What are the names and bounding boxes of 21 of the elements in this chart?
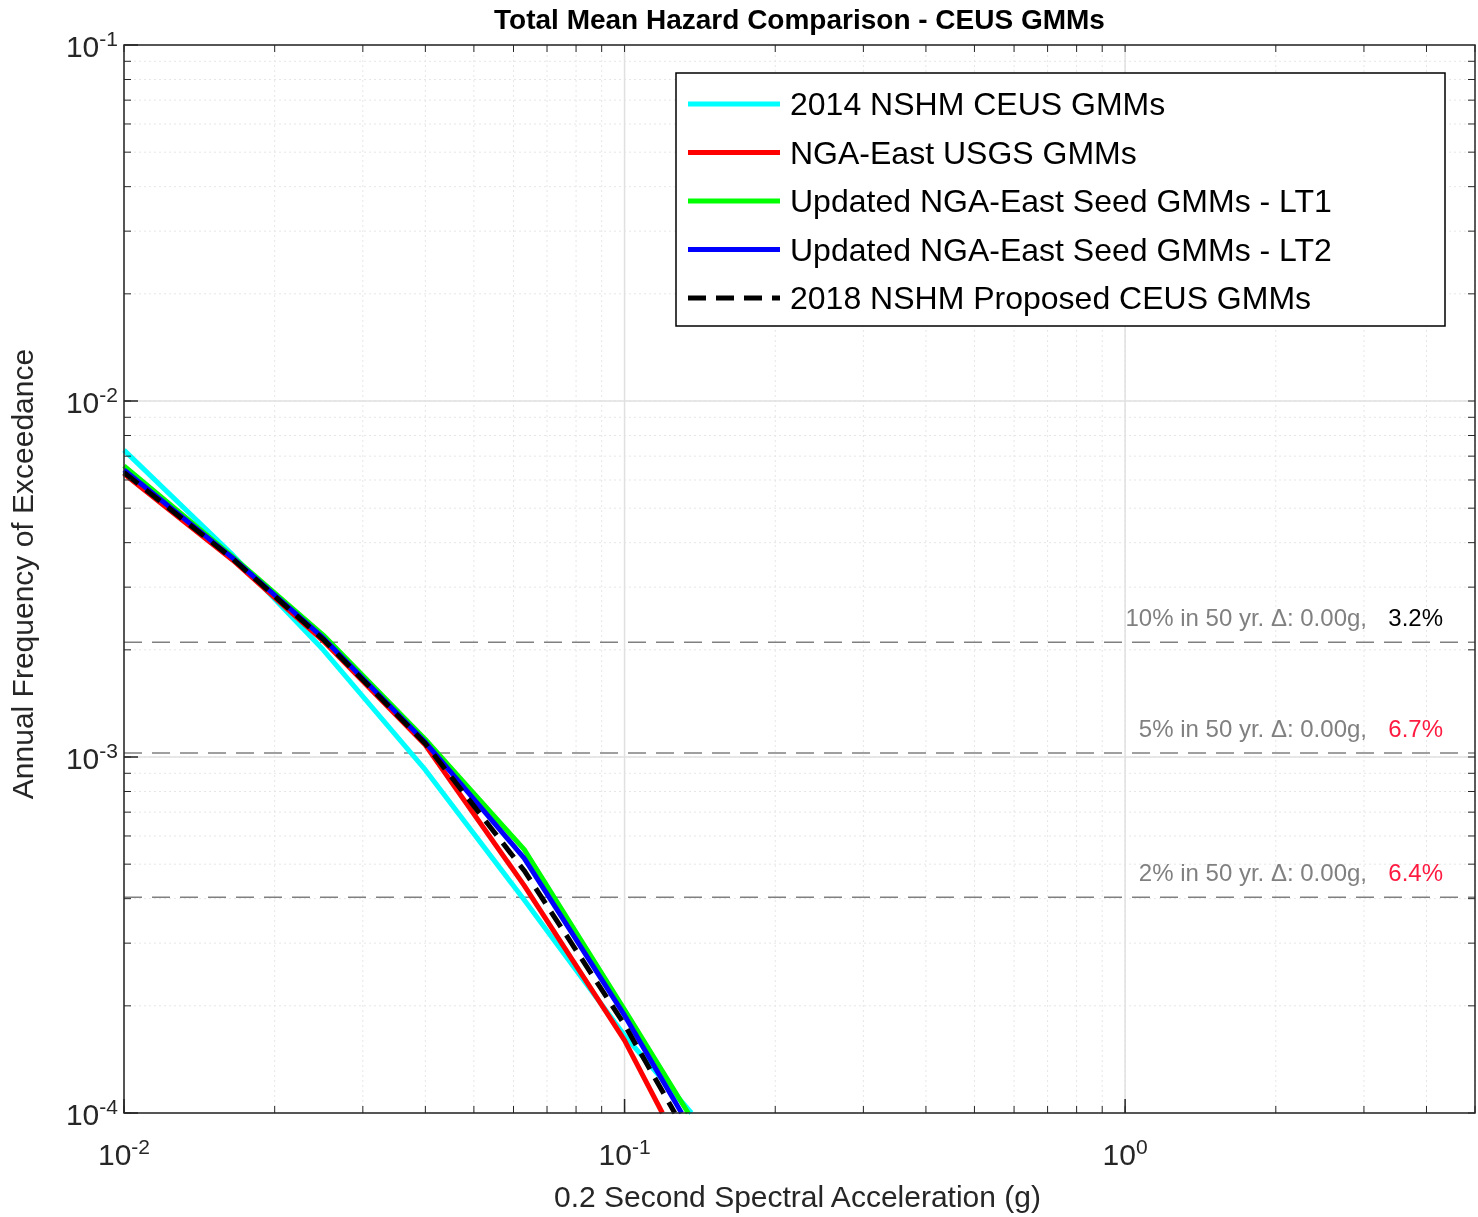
legend-label: 2018 NSHM Proposed CEUS GMMs: [790, 280, 1312, 316]
legend-label: Updated NGA-East Seed GMMs - LT2: [790, 231, 1332, 268]
y-tick-label: 10$^{-3}$: [65, 738, 118, 775]
annotation: 3.2%: [1388, 604, 1443, 632]
x-tick-label: 10$^{0}$: [1102, 1134, 1148, 1171]
annotation: 6.7%: [1388, 715, 1443, 743]
y-tick-label: 10$^{-1}$: [65, 26, 118, 63]
ref-line-label: 10% in 50 yr. Δ: 0.00g,: [1125, 604, 1367, 632]
annotation: 6.4%: [1388, 859, 1443, 887]
ref-line-label: 5% in 50 yr. Δ: 0.00g,: [1138, 715, 1367, 743]
legend-label: NGA-East USGS GMMs: [790, 134, 1137, 171]
x-tick-label: 10$^{-1}$: [598, 1134, 651, 1171]
chart-title: Total Mean Hazard Comparison - CEUS GMMs: [494, 4, 1105, 35]
x-axis-title: 0.2 Second Spectral Acceleration (g): [554, 1180, 1041, 1213]
y-tick-label: 10$^{-2}$: [65, 382, 118, 419]
y-tick-label: 10$^{-4}$: [65, 1094, 119, 1131]
x-tick-label: 10$^{-2}$: [97, 1134, 151, 1171]
legend-label: 2014 NSHM CEUS GMMs: [790, 86, 1166, 122]
y-axis-title: Annual Frequency of Exceedance: [6, 348, 39, 800]
legend-label: Updated NGA-East Seed GMMs - LT1: [790, 183, 1332, 219]
ref-line-label: 2% in 50 yr. Δ: 0.00g,: [1138, 859, 1367, 887]
